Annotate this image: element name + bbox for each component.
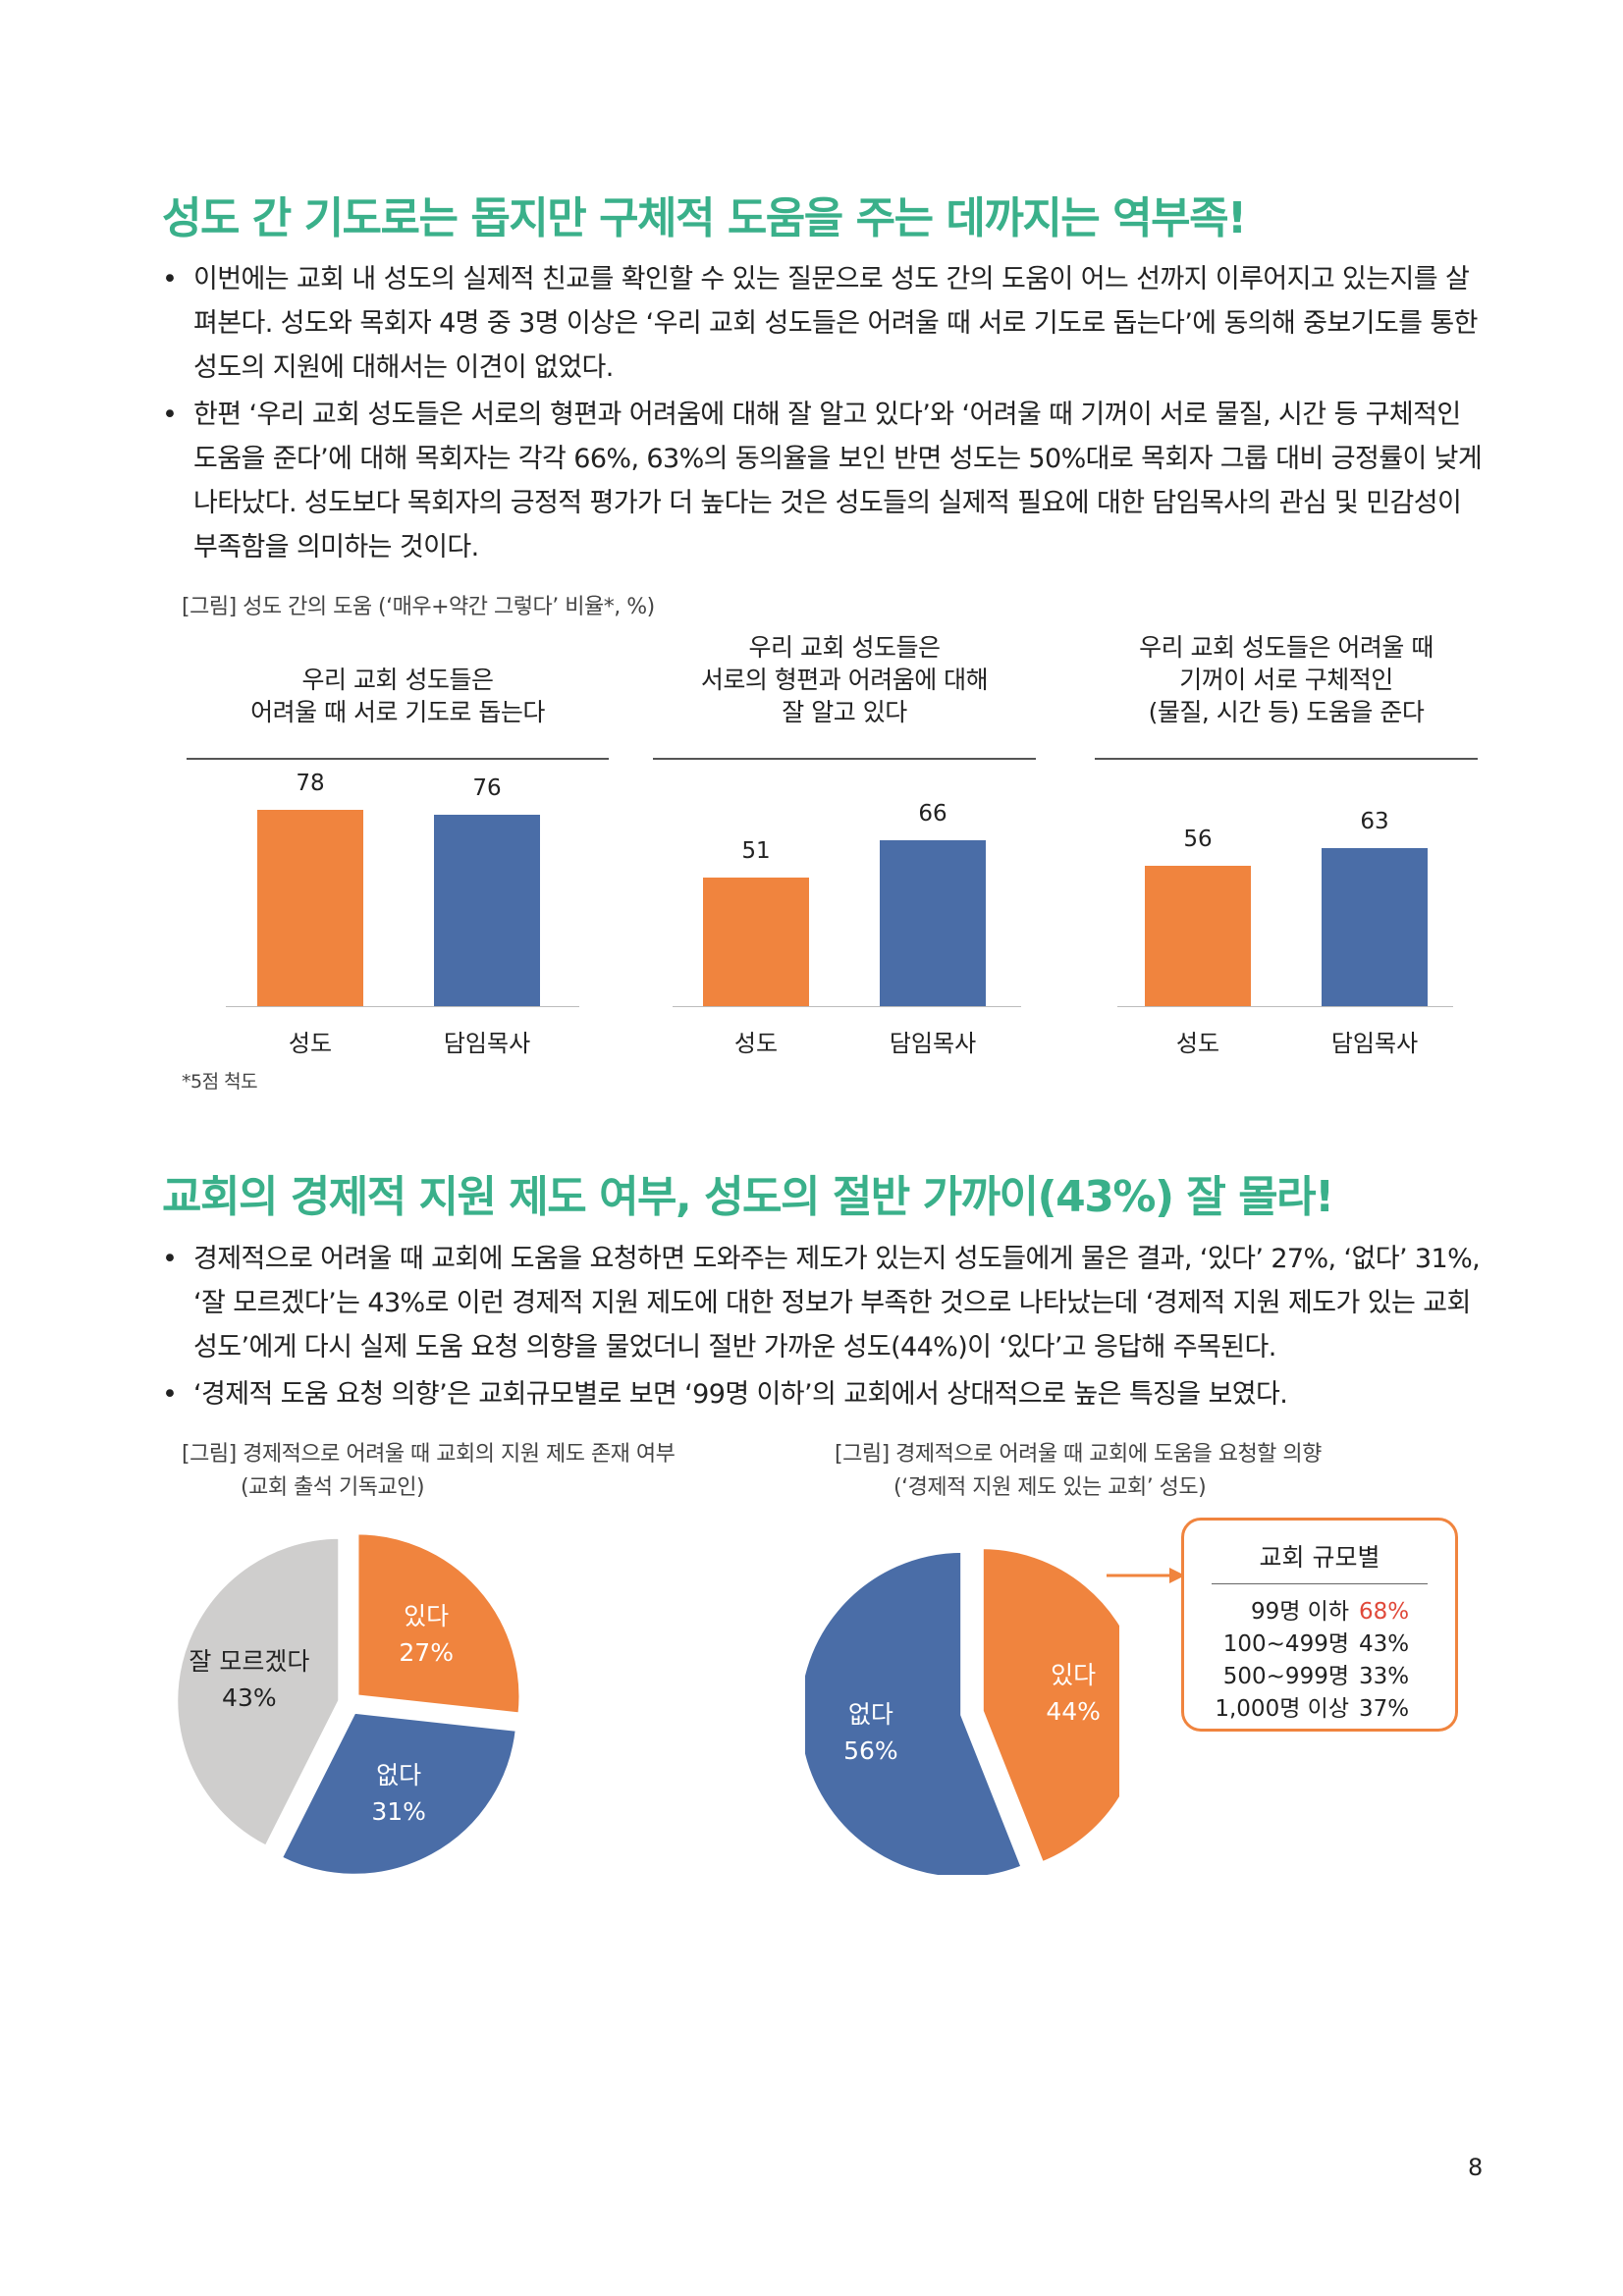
pie-slice-label: 없다 56%: [843, 1696, 898, 1769]
pie-slice-label: 잘 모르겠다 43%: [189, 1643, 309, 1716]
bar-category-label: 성도: [733, 1030, 779, 1057]
bar-axis: [1117, 1006, 1453, 1007]
bullet-item: • 이번에는 교회 내 성도의 실제적 친교를 확인할 수 있는 질문으로 성도 …: [162, 264, 1478, 383]
bar-axis: [673, 1006, 1021, 1007]
callout-row: 1,000명 이상 37%: [1184, 1693, 1455, 1726]
pie-label-name: 있다: [404, 1601, 450, 1630]
bar-believer: [703, 878, 809, 1006]
callout-percent: 68%: [1359, 1599, 1410, 1625]
figure3-caption: [그림] 경제적으로 어려울 때 교회에 도움을 요청할 의향: [835, 1442, 1322, 1467]
bar-value-label: 51: [741, 838, 771, 865]
callout-rows: 99명 이하 68% 100~499명 43% 500~999명 33% 1,000명 이상…: [1184, 1596, 1455, 1726]
bar-value-label: 66: [918, 801, 947, 828]
pie-label-name: 없다: [376, 1761, 422, 1790]
callout-size: 99명 이하: [1250, 1599, 1349, 1625]
pie-slice-yes: [979, 1545, 1119, 1866]
bullet-text: 경제적으로 어려울 때 교회에 도움을 요청하면 도와주는 제도가 있는지 성도…: [193, 1244, 1481, 1362]
figure3-subcaption: (‘경제적 지원 제도 있는 교회’ 성도): [893, 1475, 1207, 1500]
pie-slice-yes: [354, 1530, 523, 1717]
pie-slice-label: 있다 44%: [1046, 1657, 1101, 1730]
pie-label-name: 있다: [1051, 1661, 1097, 1690]
bar-group-title-line: 어려울 때 서로 기도로 돕는다: [250, 698, 545, 726]
bar-pastor: [434, 815, 540, 1006]
section1-bullets: • 이번에는 교회 내 성도의 실제적 친교를 확인할 수 있는 질문으로 성도 …: [162, 257, 1483, 572]
bar-believer: [257, 810, 363, 1006]
pie-label-value: 43%: [222, 1682, 277, 1712]
bullet-text: 이번에는 교회 내 성도의 실제적 친교를 확인할 수 있는 질문으로 성도 간…: [193, 264, 1478, 383]
pie-label-value: 31%: [371, 1797, 426, 1827]
bar-believer: [1145, 865, 1251, 1006]
pie-slice-label: 없다 31%: [371, 1757, 426, 1830]
pie-slice-no: [277, 1709, 519, 1875]
pie-label-value: 56%: [843, 1735, 898, 1765]
pie-slice-label: 있다 27%: [399, 1598, 454, 1671]
callout-percent: 37%: [1359, 1696, 1410, 1722]
bar-category-label: 담임목사: [443, 1030, 531, 1057]
callout-size: 1,000명 이상: [1215, 1696, 1349, 1722]
bar-axis: [226, 1006, 579, 1007]
pie-chart-church-support: [174, 1530, 523, 1875]
bar-category-label: 성도: [288, 1030, 333, 1057]
bar-group-rule: [1095, 758, 1478, 760]
bar-value-label: 63: [1360, 808, 1389, 834]
bullet-text: 한편 ‘우리 교회 성도들은 서로의 형편과 어려움에 대해 잘 알고 있다’와…: [193, 400, 1483, 562]
bar-group-title-line: 서로의 형편과 어려움에 대해: [700, 666, 989, 694]
bar-group-title-line: 잘 알고 있다: [782, 698, 907, 726]
bar-group-title-line: 우리 교회 성도들은 어려울 때: [1139, 633, 1434, 662]
bullet-item: • 경제적으로 어려울 때 교회에 도움을 요청하면 도와주는 제도가 있는지 성…: [162, 1244, 1481, 1362]
callout-divider: [1212, 1583, 1428, 1584]
pie-label-name: 잘 모르겠다: [189, 1646, 310, 1676]
pie-label-name: 없다: [847, 1699, 893, 1729]
callout-size: 100~499명: [1222, 1631, 1349, 1657]
bullet-item: • 한편 ‘우리 교회 성도들은 서로의 형편과 어려움에 대해 잘 알고 있다’…: [162, 400, 1483, 562]
callout-percent: 33%: [1359, 1664, 1410, 1689]
callout-row: 100~499명 43%: [1184, 1629, 1455, 1661]
bar-group-title-line: 기꺼이 서로 구체적인: [1179, 666, 1393, 694]
bar-category-label: 성도: [1175, 1030, 1220, 1057]
bar-group-rule: [653, 758, 1036, 760]
section2-bullets: • 경제적으로 어려울 때 교회에 도움을 요청하면 도와주는 제도가 있는지 성…: [162, 1237, 1483, 1419]
pie-chart-request-intent: [805, 1545, 1119, 1875]
bullet-text: ‘경제적 도움 요청 의향’은 교회규모별로 보면 ‘99명 이하’의 교회에서…: [193, 1379, 1288, 1410]
section2-heading: 교회의 경제적 지원 제도 여부, 성도의 절반 가까이(43%) 잘 몰라!: [162, 1172, 1334, 1222]
page-number: 8: [1468, 2154, 1484, 2181]
bullet-item: • ‘경제적 도움 요청 의향’은 교회규모별로 보면 ‘99명 이하’의 교회에…: [162, 1379, 1288, 1410]
callout-row: 99명 이하 68%: [1184, 1596, 1455, 1629]
bar-group-title-line: 우리 교회 성도들은: [748, 633, 941, 662]
pie-label-value: 44%: [1046, 1697, 1101, 1727]
bar-group-title-line: (물질, 시간 등) 도움을 준다: [1148, 698, 1425, 726]
figure2-caption: [그림] 경제적으로 어려울 때 교회의 지원 제도 존재 여부: [182, 1442, 676, 1467]
bar-group-rule: [187, 758, 609, 760]
bar-category-label: 담임목사: [1330, 1030, 1419, 1057]
callout-size: 500~999명: [1222, 1664, 1349, 1689]
bar-group-title-line: 우리 교회 성도들은: [301, 666, 494, 694]
pie-label-value: 27%: [399, 1637, 454, 1667]
bar-pastor: [1322, 847, 1428, 1006]
bar-value-label: 76: [472, 775, 502, 802]
figure1-caption: [그림] 성도 간의 도움 (‘매우+약간 그렇다’ 비율*, %): [182, 595, 655, 619]
callout-percent: 43%: [1359, 1631, 1410, 1657]
figure2-subcaption: (교회 출석 기독교인): [241, 1475, 425, 1500]
section1-heading: 성도 간 기도로는 돕지만 구체적 도움을 주는 데까지는 역부족!: [162, 193, 1247, 243]
bar-category-label: 담임목사: [889, 1030, 977, 1057]
callout-row: 500~999명 33%: [1184, 1661, 1455, 1693]
bar-value-label: 56: [1183, 826, 1213, 852]
bar-value-label: 78: [296, 771, 325, 797]
arrow-icon: [1107, 1568, 1185, 1583]
bar-pastor: [880, 840, 986, 1006]
footnote: *5점 척도: [182, 1071, 258, 1093]
pie-slice-no: [805, 1548, 1026, 1875]
callout-church-size: 교회 규모별 99명 이하 68% 100~499명 43% 500~999명 33% 1,…: [1181, 1518, 1458, 1732]
pie-slice-unsure: [174, 1534, 343, 1850]
callout-title: 교회 규모별: [1259, 1543, 1380, 1572]
